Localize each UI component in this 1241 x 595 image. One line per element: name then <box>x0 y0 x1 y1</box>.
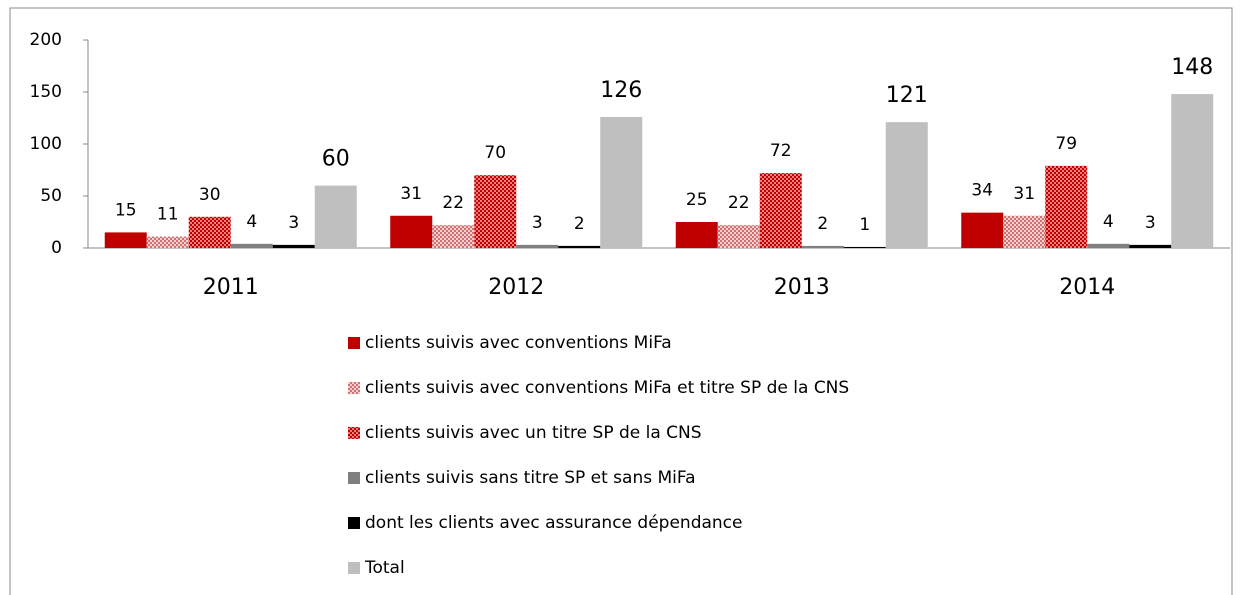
data-label: 3 <box>288 213 299 233</box>
data-label: 34 <box>971 181 993 201</box>
legend-label: dont les clients avec assurance dépendan… <box>365 513 742 533</box>
data-label: 31 <box>400 184 422 204</box>
data-label: 15 <box>115 200 137 220</box>
data-label: 3 <box>1145 213 1156 233</box>
data-label: 4 <box>1103 212 1114 232</box>
bar <box>843 246 886 248</box>
legend-swatch <box>348 517 360 529</box>
data-label: 121 <box>886 83 928 108</box>
data-label: 30 <box>199 185 221 205</box>
bar <box>961 212 1004 248</box>
bar <box>272 244 315 248</box>
legend-swatch <box>348 427 360 439</box>
bar <box>432 225 475 248</box>
bar <box>675 222 718 248</box>
legend-label: clients suivis avec conventions MiFa et … <box>365 378 849 398</box>
bar <box>1045 165 1088 248</box>
data-label: 79 <box>1055 134 1077 154</box>
data-label: 11 <box>157 205 179 225</box>
x-tick-label: 2012 <box>488 275 544 300</box>
bar <box>717 225 760 248</box>
bar <box>600 116 643 249</box>
chart-frame <box>9 7 1233 595</box>
bar <box>516 244 559 248</box>
data-label: 148 <box>1171 55 1213 80</box>
bar <box>188 216 231 248</box>
y-tick-label: 150 <box>30 82 62 102</box>
bar <box>230 243 273 248</box>
legend-swatch <box>348 472 360 484</box>
y-tick-label: 50 <box>40 186 62 206</box>
legend-swatch <box>348 337 360 349</box>
legend-label: clients suivis sans titre SP et sans MiF… <box>365 468 696 488</box>
bar <box>390 215 433 248</box>
legend-label: clients suivis avec conventions MiFa <box>365 333 672 353</box>
legend-swatch <box>348 562 360 574</box>
data-label: 72 <box>770 141 792 161</box>
data-label: 60 <box>322 147 350 172</box>
data-label: 22 <box>442 193 464 213</box>
data-label: 25 <box>686 190 708 210</box>
bar <box>1129 244 1172 248</box>
x-tick-label: 2013 <box>774 275 830 300</box>
bar <box>474 175 517 248</box>
legend-label: clients suivis avec un titre SP de la CN… <box>365 423 702 443</box>
data-label: 1 <box>859 215 870 235</box>
bar <box>885 122 928 248</box>
data-label: 31 <box>1013 184 1035 204</box>
y-tick-label: 200 <box>30 30 62 50</box>
bar <box>104 232 147 248</box>
data-label: 70 <box>484 143 506 163</box>
data-label: 126 <box>600 78 642 103</box>
legend-label: Total <box>364 558 405 578</box>
data-label: 2 <box>574 214 585 234</box>
bar <box>1087 243 1130 248</box>
x-tick-label: 2014 <box>1059 275 1115 300</box>
bar <box>146 236 189 248</box>
y-tick-label: 100 <box>30 134 62 154</box>
data-label: 2 <box>817 214 828 234</box>
data-label: 4 <box>246 212 257 232</box>
x-tick-label: 2011 <box>203 275 259 300</box>
y-tick-label: 0 <box>51 238 62 258</box>
bar <box>558 245 601 248</box>
bar <box>759 173 802 248</box>
legend-swatch <box>348 382 360 394</box>
bar <box>314 185 357 248</box>
data-label: 3 <box>532 213 543 233</box>
bar <box>1171 94 1214 248</box>
data-label: 22 <box>728 193 750 213</box>
bar <box>801 245 844 248</box>
bar <box>1003 215 1046 248</box>
